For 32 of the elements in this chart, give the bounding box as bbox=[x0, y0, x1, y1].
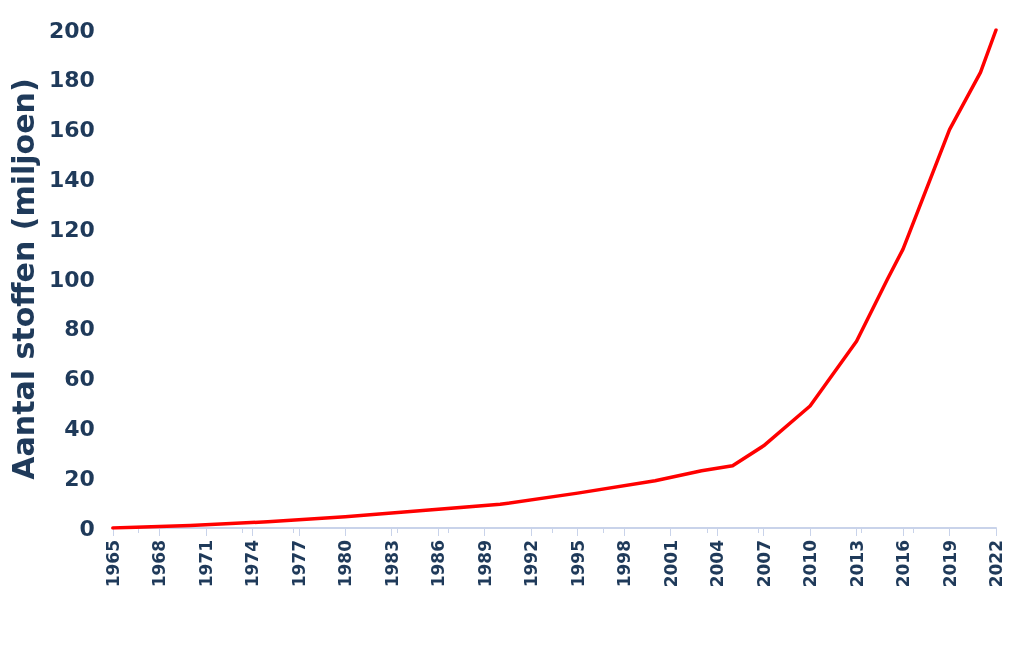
y-tick-label: 160 bbox=[48, 117, 95, 143]
y-tick-label: 60 bbox=[64, 366, 95, 392]
y-tick-label: 0 bbox=[79, 515, 95, 541]
x-tick-label: 2004 bbox=[707, 539, 728, 588]
x-tick-label: 1980 bbox=[335, 539, 356, 588]
y-tick-label: 140 bbox=[48, 166, 95, 192]
x-tick-label: 1977 bbox=[288, 540, 309, 588]
x-tick-label: 1989 bbox=[474, 540, 495, 588]
y-tick-label: 40 bbox=[64, 415, 95, 441]
x-tick-label: 2022 bbox=[986, 540, 1006, 588]
y-tick-label: 180 bbox=[48, 67, 95, 93]
x-tick-label: 1995 bbox=[567, 540, 588, 588]
x-tick-label: 1968 bbox=[149, 540, 170, 588]
x-tick-label: 1986 bbox=[428, 540, 449, 588]
x-tick-label: 2013 bbox=[846, 540, 867, 588]
x-tick-label: 1983 bbox=[381, 540, 402, 588]
x-tick-label: 1974 bbox=[242, 539, 263, 588]
y-tick-label: 100 bbox=[48, 266, 95, 292]
x-tick-label: 1992 bbox=[521, 540, 542, 588]
x-tick-label: 2016 bbox=[893, 540, 914, 588]
x-tick-label: 2007 bbox=[753, 540, 774, 588]
y-tick-label: 80 bbox=[64, 316, 95, 342]
x-tick-label: 2019 bbox=[939, 540, 960, 588]
x-tick-label: 1971 bbox=[195, 540, 216, 588]
y-tick-label: 20 bbox=[64, 465, 95, 491]
y-axis-title: Aantal stoffen (miljoen) bbox=[5, 78, 41, 480]
y-tick-label: 120 bbox=[48, 216, 95, 242]
y-tick-label: 200 bbox=[48, 17, 95, 43]
x-tick-label: 2001 bbox=[660, 540, 681, 588]
x-tick-label: 1998 bbox=[614, 540, 635, 588]
x-tick-label: 1965 bbox=[102, 540, 123, 588]
x-tick-label: 2010 bbox=[800, 539, 821, 588]
